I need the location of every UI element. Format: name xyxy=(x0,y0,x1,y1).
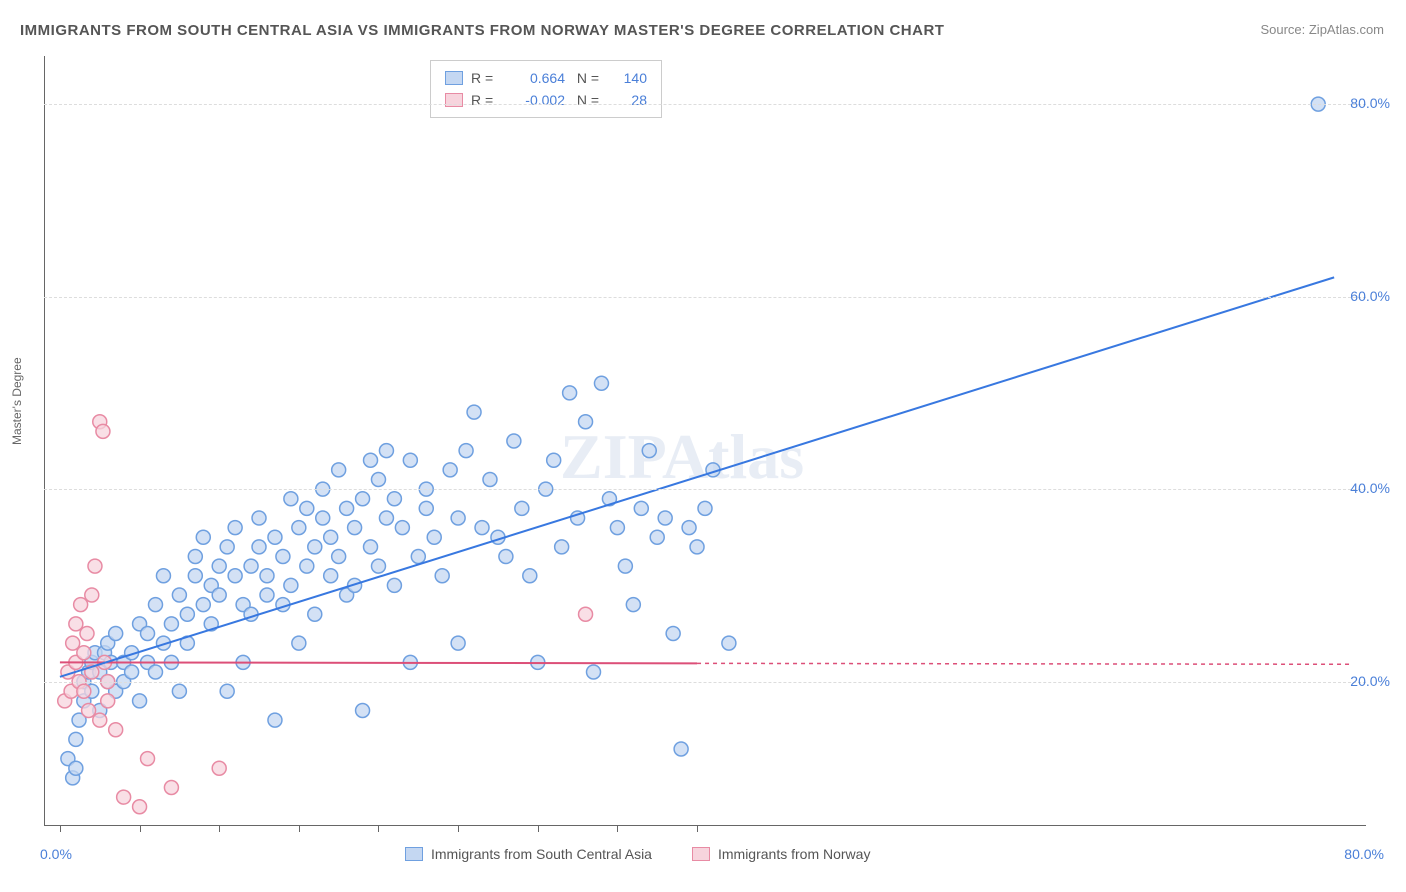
y-tick-label: 80.0% xyxy=(1350,95,1390,111)
y-tick-label: 60.0% xyxy=(1350,288,1390,304)
y-tick-label: 40.0% xyxy=(1350,480,1390,496)
legend-n-value-1: 140 xyxy=(611,70,647,86)
x-tick xyxy=(617,826,618,832)
plot-svg xyxy=(44,56,1366,826)
x-tick xyxy=(538,826,539,832)
legend-n-label: N = xyxy=(573,92,603,108)
x-tick xyxy=(299,826,300,832)
x-axis-min-label: 0.0% xyxy=(40,846,72,862)
x-tick xyxy=(458,826,459,832)
legend-series-label-2: Immigrants from Norway xyxy=(718,846,870,862)
chart-title: IMMIGRANTS FROM SOUTH CENTRAL ASIA VS IM… xyxy=(20,22,944,39)
legend-swatch-blue xyxy=(405,847,423,861)
gridline xyxy=(44,489,1366,490)
legend-r-value-1: 0.664 xyxy=(507,70,565,86)
source-label: Source: ZipAtlas.com xyxy=(1260,22,1384,37)
x-tick xyxy=(140,826,141,832)
legend-item-2: Immigrants from Norway xyxy=(692,846,870,862)
gridline xyxy=(44,104,1366,105)
legend-swatch-blue xyxy=(445,71,463,85)
x-tick xyxy=(60,826,61,832)
legend-r-label: R = xyxy=(471,92,499,108)
y-tick-label: 20.0% xyxy=(1350,673,1390,689)
gridline xyxy=(44,297,1366,298)
legend-row-1: R = 0.664 N = 140 xyxy=(445,67,647,89)
x-tick xyxy=(378,826,379,832)
legend-swatch-pink xyxy=(692,847,710,861)
correlation-legend: R = 0.664 N = 140 R = -0.002 N = 28 xyxy=(430,60,662,118)
legend-row-2: R = -0.002 N = 28 xyxy=(445,89,647,111)
legend-n-value-2: 28 xyxy=(611,92,647,108)
legend-n-label: N = xyxy=(573,70,603,86)
x-tick xyxy=(697,826,698,832)
legend-r-value-2: -0.002 xyxy=(507,92,565,108)
legend-series-label-1: Immigrants from South Central Asia xyxy=(431,846,652,862)
chart-container: IMMIGRANTS FROM SOUTH CENTRAL ASIA VS IM… xyxy=(0,0,1406,892)
legend-item-1: Immigrants from South Central Asia xyxy=(405,846,652,862)
y-axis-label: Master's Degree xyxy=(10,357,24,445)
x-tick xyxy=(219,826,220,832)
legend-r-label: R = xyxy=(471,70,499,86)
gridline xyxy=(44,682,1366,683)
x-axis-max-label: 80.0% xyxy=(1344,846,1384,862)
series-legend: Immigrants from South Central Asia Immig… xyxy=(405,846,870,862)
